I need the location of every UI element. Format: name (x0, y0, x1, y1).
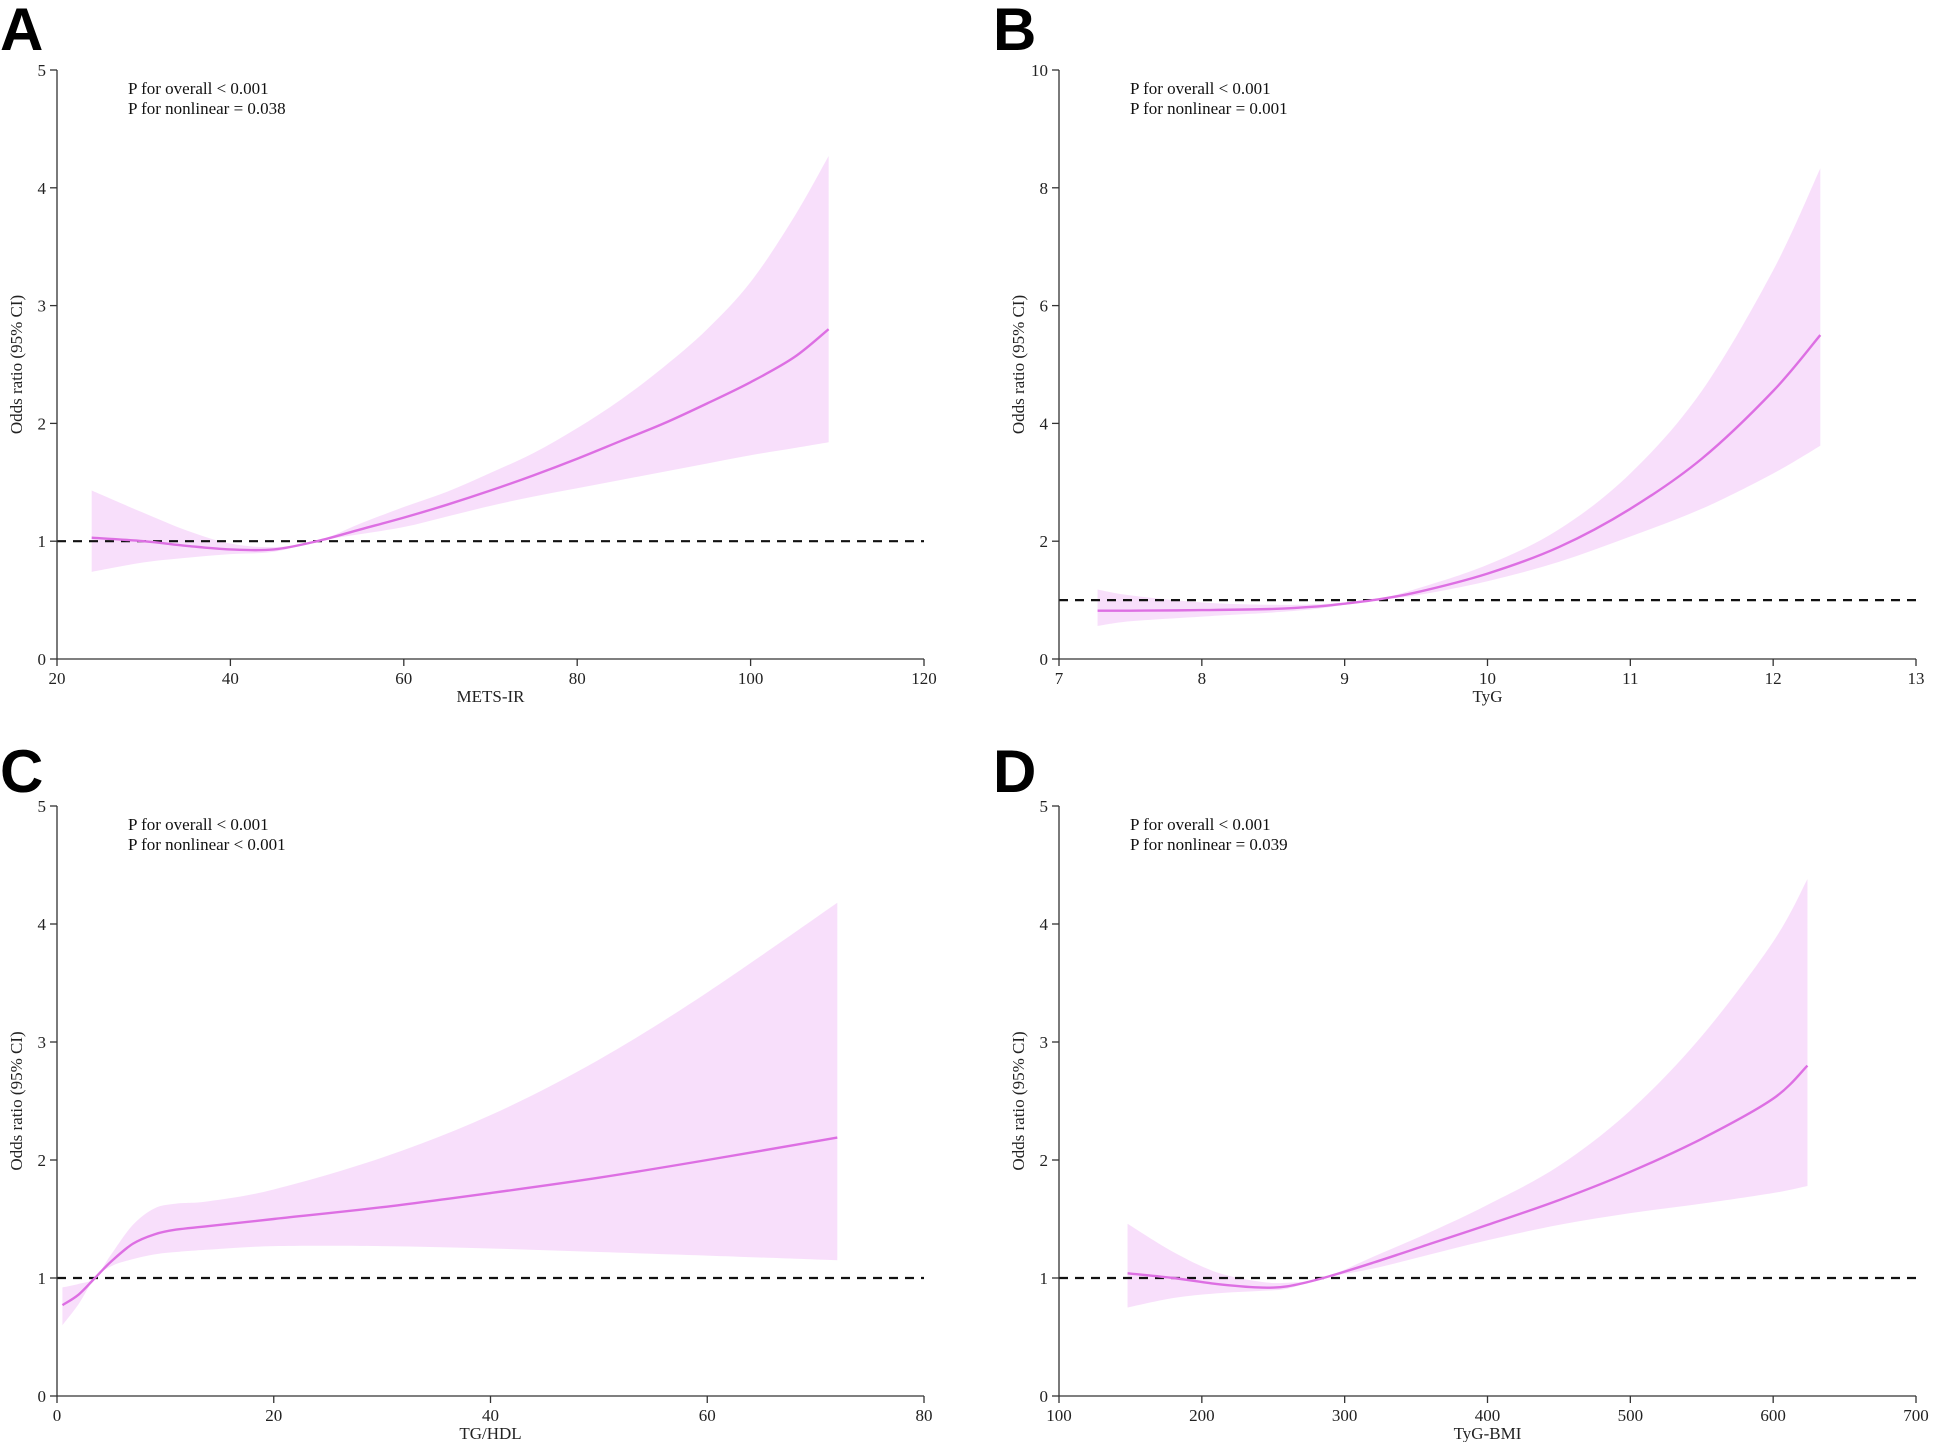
y-tick-label: 0 (38, 650, 47, 669)
y-tick-label: 5 (38, 61, 47, 80)
y-tick-label: 4 (1040, 414, 1049, 433)
x-axis-title: TyG-BMI (1454, 1424, 1522, 1442)
odds-ratio-curve (1127, 1064, 1809, 1289)
x-tick-label: 120 (911, 669, 937, 688)
p-value-annotation: P for overall < 0.001 (1130, 815, 1271, 834)
y-tick-label: 0 (38, 1387, 47, 1406)
odds-ratio-curve (91, 328, 830, 552)
x-tick-label: 400 (1475, 1406, 1501, 1425)
x-tick-label: 40 (222, 669, 239, 688)
x-tick-label: 11 (1622, 669, 1638, 688)
y-tick-label: 2 (38, 414, 47, 433)
y-tick-label: 4 (1040, 915, 1049, 934)
y-tick-label: 2 (1040, 532, 1049, 551)
y-axis-title: Odds ratio (95% CI) (7, 1031, 26, 1170)
panel-letter: B (993, 0, 1036, 63)
y-tick-label: 3 (38, 1033, 47, 1052)
y-tick-label: 1 (1040, 1269, 1049, 1288)
panel-letter: C (0, 738, 43, 805)
x-tick-label: 80 (916, 1406, 933, 1425)
x-tick-label: 60 (395, 669, 412, 688)
p-value-annotation: P for overall < 0.001 (128, 815, 269, 834)
y-tick-label: 2 (1040, 1151, 1049, 1170)
p-value-annotation: P for nonlinear = 0.038 (128, 99, 286, 118)
x-axis-title: TyG (1473, 687, 1503, 706)
y-tick-label: 5 (1040, 797, 1049, 816)
y-tick-label: 4 (38, 179, 47, 198)
x-tick-label: 13 (1908, 669, 1925, 688)
x-tick-label: 8 (1198, 669, 1207, 688)
y-tick-label: 1 (38, 1269, 47, 1288)
y-axis-title: Odds ratio (95% CI) (1009, 1031, 1028, 1170)
panel-a: A 20 40 60 80 100 120 0 1 2 3 4 5 METS-IR Odds ratio (… (0, 0, 937, 706)
panel-letter: A (0, 0, 43, 63)
p-value-annotation: P for nonlinear = 0.039 (1130, 835, 1288, 854)
y-tick-label: 3 (1040, 1033, 1049, 1052)
p-value-annotation: P for nonlinear = 0.001 (1130, 99, 1288, 118)
y-tick-label: 4 (38, 915, 47, 934)
y-axis-title: Odds ratio (95% CI) (7, 295, 26, 434)
y-tick-label: 0 (1040, 1387, 1049, 1406)
x-tick-label: 80 (569, 669, 586, 688)
x-tick-label: 700 (1903, 1406, 1929, 1425)
x-tick-label: 600 (1760, 1406, 1786, 1425)
panel-d: D 100 200 300 400 500 600 700 0 1 2 3 4 5 TyG-BMI Odds … (993, 738, 1929, 1442)
ci-band (1127, 879, 1808, 1308)
x-tick-label: 200 (1189, 1406, 1215, 1425)
p-value-annotation: P for nonlinear < 0.001 (128, 835, 286, 854)
x-tick-label: 20 (49, 669, 66, 688)
x-tick-label: 0 (53, 1406, 62, 1425)
odds-ratio-curve (1097, 334, 1822, 612)
x-tick-label: 100 (1046, 1406, 1072, 1425)
x-tick-label: 100 (738, 669, 764, 688)
odds-ratio-curve (61, 1136, 838, 1307)
x-tick-label: 40 (482, 1406, 499, 1425)
ci-band (62, 902, 838, 1326)
x-axis-title: METS-IR (457, 687, 526, 706)
y-tick-label: 1 (38, 532, 47, 551)
x-tick-label: 500 (1618, 1406, 1644, 1425)
y-tick-label: 0 (1040, 650, 1049, 669)
x-tick-label: 20 (265, 1406, 282, 1425)
x-tick-label: 10 (1479, 669, 1496, 688)
x-axis-title: TG/HDL (459, 1424, 521, 1442)
x-tick-label: 9 (1340, 669, 1349, 688)
y-tick-label: 3 (38, 297, 47, 316)
y-tick-label: 8 (1040, 179, 1049, 198)
p-value-annotation: P for overall < 0.001 (128, 79, 269, 98)
x-tick-label: 12 (1765, 669, 1782, 688)
y-axis-title: Odds ratio (95% CI) (1009, 295, 1028, 434)
x-tick-label: 300 (1332, 1406, 1358, 1425)
ci-band (1097, 168, 1821, 627)
y-tick-label: 10 (1031, 61, 1048, 80)
panel-c: C 0 20 40 60 80 0 1 2 3 4 5 TG/HDL Odds ratio (95% CI… (0, 738, 933, 1442)
x-tick-label: 7 (1055, 669, 1064, 688)
x-tick-label: 60 (699, 1406, 716, 1425)
y-tick-label: 6 (1040, 297, 1049, 316)
ci-band (91, 155, 829, 572)
y-tick-label: 5 (38, 797, 47, 816)
p-value-annotation: P for overall < 0.001 (1130, 79, 1271, 98)
panel-letter: D (993, 738, 1036, 805)
y-tick-label: 2 (38, 1151, 47, 1170)
